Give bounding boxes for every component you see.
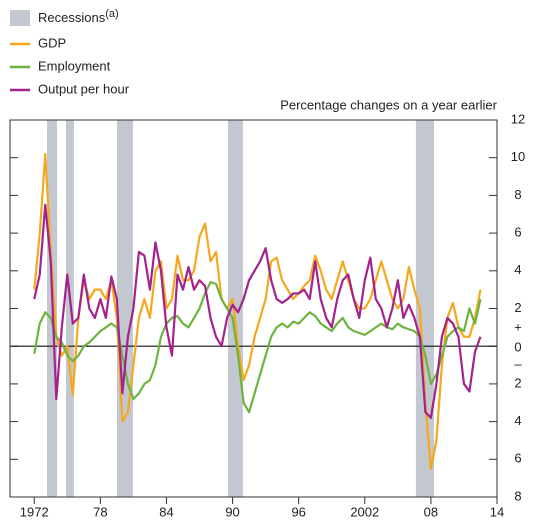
y-tick-label: 12 [511, 111, 525, 126]
x-tick-label: 78 [93, 504, 107, 519]
chart-subtitle: Percentage changes on a year earlier [280, 97, 497, 112]
y-tick-label: 4 [514, 413, 521, 428]
x-tick-label: 14 [490, 504, 504, 519]
series-line [33, 152, 482, 470]
legend-label: Output per hour [38, 81, 130, 96]
y-tick-label: 6 [514, 451, 521, 466]
legend-label: GDP [38, 35, 66, 50]
y-tick-label: 2 [514, 300, 521, 315]
y-tick-label: 6 [514, 225, 521, 240]
y-tick-label: 2 [514, 375, 521, 390]
x-tick-label: 1972 [20, 504, 49, 519]
sign-minus: – [514, 357, 522, 372]
y-tick-label: 0 [514, 340, 521, 355]
y-tick-label: 8 [514, 488, 521, 503]
x-tick-label: 84 [159, 504, 173, 519]
legend-label: Employment [38, 58, 111, 73]
series-line [33, 281, 482, 414]
recession-band [65, 120, 74, 497]
plot-frame [9, 119, 498, 498]
x-tick-label: 90 [225, 504, 239, 519]
x-tick-label: 2002 [350, 504, 379, 519]
legend-label: Recessions(a) [38, 8, 119, 26]
x-tick-label: 08 [424, 504, 438, 519]
y-tick-label: 4 [514, 262, 521, 277]
x-tick-label: 96 [291, 504, 305, 519]
legend-note: (a) [105, 8, 118, 20]
series-line [33, 203, 482, 419]
legend-swatch [10, 10, 30, 26]
y-tick-label: 8 [514, 187, 521, 202]
y-tick-label: 10 [511, 149, 525, 164]
recession-band [116, 120, 133, 497]
sign-plus: + [514, 320, 522, 335]
recession-band [415, 120, 434, 497]
legend-text: Recessions [38, 10, 106, 25]
